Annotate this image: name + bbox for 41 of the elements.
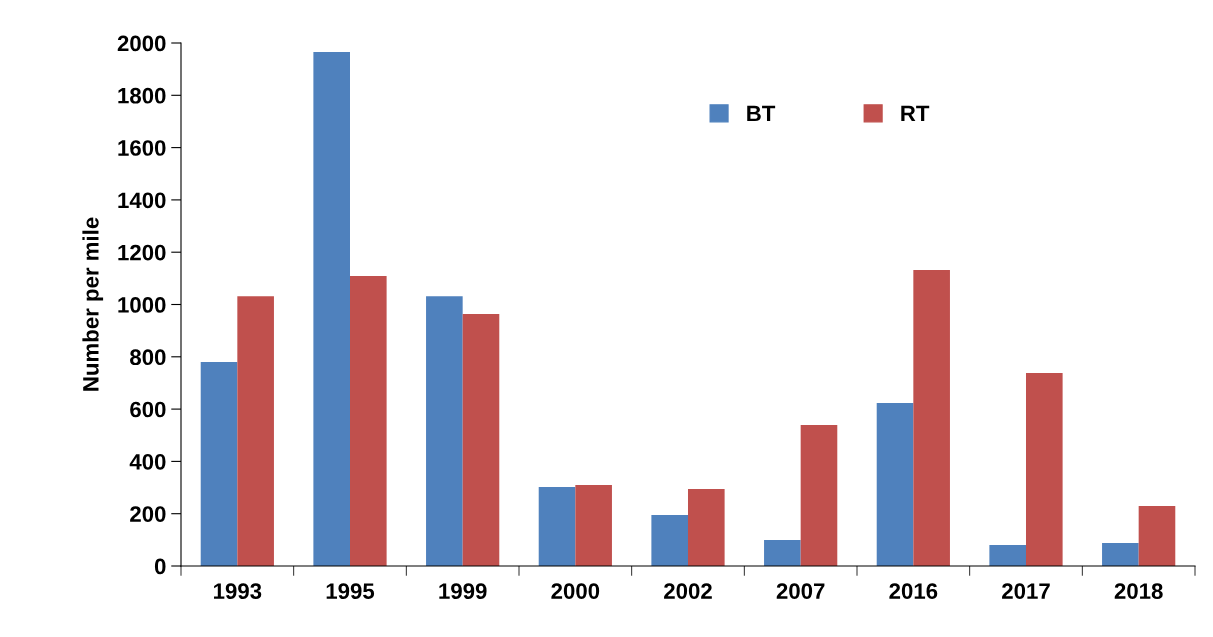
y-tick-label: 400 (129, 453, 166, 470)
legend-label: RT (901, 105, 930, 122)
y-tick-label: 1600 (118, 140, 166, 156)
y-tick-label: 600 (130, 401, 166, 418)
bar (876, 403, 914, 566)
x-tick-label: 2002 (664, 583, 712, 599)
bar (1102, 542, 1139, 566)
bar (200, 362, 238, 566)
y-tick-label: 1000 (118, 297, 166, 313)
y-axis-title: Number per mile (82, 217, 104, 391)
y-tick-label: 1400 (118, 192, 166, 209)
bar (1138, 506, 1176, 566)
y-tick-label: 2000 (117, 35, 166, 52)
bar (800, 425, 838, 566)
bar (651, 515, 688, 566)
bar (538, 487, 576, 566)
x-tick-label: 2017 (1002, 583, 1050, 599)
bar (575, 484, 612, 566)
bar (913, 269, 950, 566)
y-tick-label: 0 (154, 558, 166, 575)
bar (237, 296, 274, 566)
x-tick-label: 2018 (1114, 583, 1163, 599)
x-tick-label: 1993 (214, 583, 262, 600)
x-tick-label: 2000 (551, 583, 600, 599)
x-tick-label: 2016 (889, 583, 938, 599)
legend-label: BT (747, 105, 776, 122)
y-tick-label: 800 (130, 349, 166, 366)
bar (426, 296, 463, 566)
bar (764, 540, 801, 566)
x-tick-label: 1999 (439, 583, 487, 599)
bar (313, 51, 350, 566)
y-tick-label: 200 (130, 506, 166, 522)
x-tick-label: 2007 (776, 583, 825, 599)
bar (989, 545, 1026, 566)
bar (462, 313, 500, 566)
x-tick-label: 1995 (326, 583, 375, 599)
bar (688, 489, 725, 566)
y-tick-label: 1200 (118, 244, 166, 261)
bar (1026, 373, 1063, 566)
bar (350, 276, 387, 566)
y-tick-label: 1800 (118, 87, 166, 104)
